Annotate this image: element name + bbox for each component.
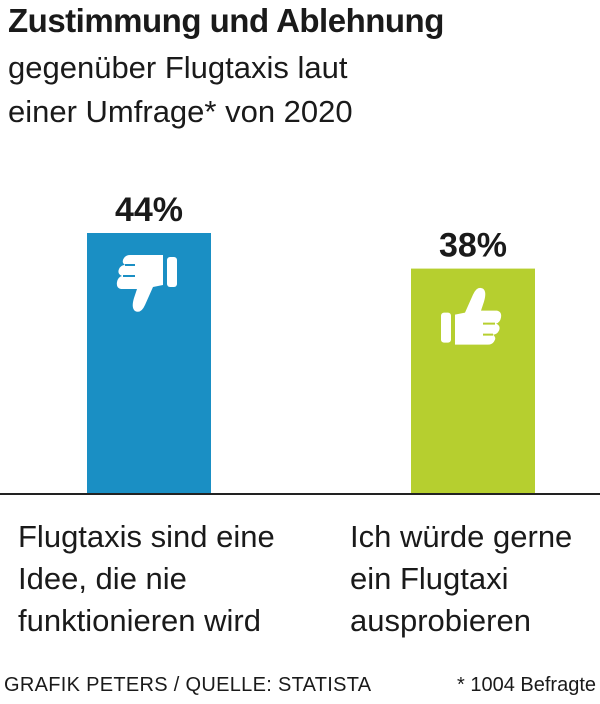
category-label-approval: Ich würde gerne ein Flugtaxi ausprobiere… [350,516,572,642]
category-label-line: Flugtaxis sind eine [18,519,275,554]
thumbs-down-icon [116,255,177,312]
category-label-line: funktionieren wird [18,603,261,638]
category-label-line: Ich würde gerne [350,519,573,554]
category-label-line: ausprobieren [350,603,531,638]
thumbs-up-icon [441,287,502,345]
chart-subtitle-line-2: einer Umfrage* von 2020 [8,94,353,129]
respondents-footnote: * 1004 Befragte [457,674,596,696]
value-label: 44% [115,191,183,229]
category-label-rejection: Flugtaxis sind eine Idee, die nie funkti… [18,516,275,642]
chart-title: Zustimmung und Ablehnung [8,2,444,39]
category-label-line: ein Flugtaxi [350,561,509,596]
value-label: 38% [439,227,507,265]
chart-subtitle-line-1: gegenüber Flugtaxis laut [8,50,348,85]
category-label-line: Idee, die nie [18,561,187,596]
source-credit: GRAFIK PETERS / QUELLE: STATISTA [4,674,372,696]
